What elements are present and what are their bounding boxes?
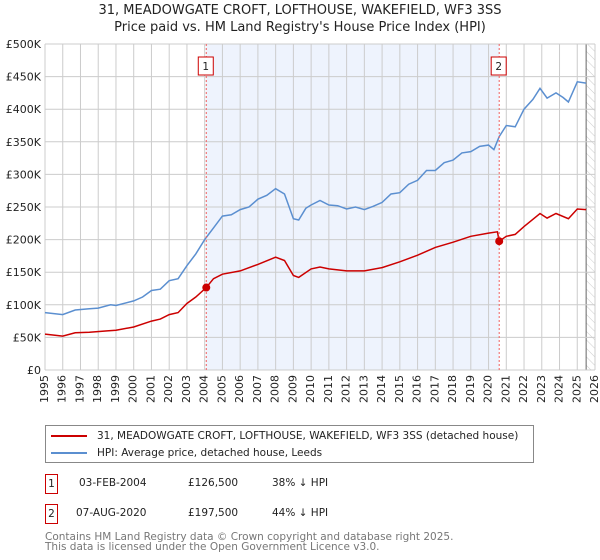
x-tick-label: 2000 bbox=[127, 375, 140, 403]
y-tick-label: £200K bbox=[6, 234, 42, 247]
sale-point bbox=[495, 237, 504, 246]
x-tick-label: 1997 bbox=[73, 375, 86, 403]
x-tick-label: 2025 bbox=[570, 375, 583, 403]
y-tick-label: £100K bbox=[6, 299, 42, 312]
x-tick-label: 2003 bbox=[180, 375, 193, 403]
x-tick-label: 2017 bbox=[428, 375, 441, 403]
transaction-hpi-diff: 38% ↓ HPI bbox=[272, 477, 329, 489]
x-tick-label: 2005 bbox=[215, 375, 228, 403]
y-tick-label: £150K bbox=[6, 266, 42, 279]
transaction-badge: 2 bbox=[45, 504, 58, 524]
transaction-price: £126,500 bbox=[188, 477, 239, 489]
x-tick-label: 1995 bbox=[38, 375, 51, 403]
sale-badge-box bbox=[490, 56, 507, 76]
transaction-date: 07-AUG-2020 bbox=[76, 507, 147, 519]
x-tick-label: 1999 bbox=[109, 375, 122, 403]
x-tick-label: 2020 bbox=[482, 375, 495, 403]
x-tick-label: 1998 bbox=[91, 375, 104, 403]
x-tick-label: 2016 bbox=[411, 375, 424, 403]
footer-licence: This data is licensed under the Open Gov… bbox=[45, 541, 380, 553]
x-tick-label: 2026 bbox=[588, 375, 600, 403]
x-tick-label: 2024 bbox=[553, 375, 566, 403]
x-tick-label: 2001 bbox=[144, 375, 157, 403]
sale-badge-box bbox=[197, 56, 214, 76]
y-tick-label: £500K bbox=[6, 38, 42, 51]
sale-point bbox=[202, 283, 211, 292]
x-tick-label: 2022 bbox=[517, 375, 530, 403]
legend-item-hpi: HPI: Average price, detached house, Leed… bbox=[51, 445, 322, 461]
x-tick-label: 2010 bbox=[304, 375, 317, 403]
x-tick-label: 2009 bbox=[286, 375, 299, 403]
footer-copyright: Contains HM Land Registry data © Crown c… bbox=[45, 531, 454, 543]
transaction-row: 2 07-AUG-2020 £197,500 44% ↓ HPI bbox=[45, 504, 445, 524]
x-tick-label: 2008 bbox=[269, 375, 282, 403]
transaction-hpi-diff: 44% ↓ HPI bbox=[272, 507, 329, 519]
x-tick-label: 2011 bbox=[322, 375, 335, 403]
legend-label-hpi: HPI: Average price, detached house, Leed… bbox=[97, 447, 323, 459]
x-tick-label: 2002 bbox=[162, 375, 175, 403]
x-tick-label: 2021 bbox=[499, 375, 512, 403]
legend-item-property: 31, MEADOWGATE CROFT, LOFTHOUSE, WAKEFIE… bbox=[51, 428, 518, 444]
y-tick-label: £350K bbox=[6, 136, 42, 149]
x-tick-label: 2018 bbox=[446, 375, 459, 403]
transaction-date: 03-FEB-2004 bbox=[79, 477, 147, 489]
hpi-line bbox=[44, 80, 587, 316]
x-tick-label: 2019 bbox=[464, 375, 477, 403]
x-tick-label: 2014 bbox=[375, 375, 388, 403]
x-tick-label: 1996 bbox=[56, 375, 69, 403]
y-tick-label: £50K bbox=[13, 331, 42, 344]
x-tick-label: 2013 bbox=[357, 375, 370, 403]
chart-subtitle: Price paid vs. HM Land Registry's House … bbox=[114, 20, 486, 35]
y-tick-label: £400K bbox=[6, 103, 42, 116]
y-tick-label: £450K bbox=[6, 71, 42, 84]
x-tick-label: 2015 bbox=[393, 375, 406, 403]
sale-badge-label: 1 bbox=[202, 61, 209, 73]
sale-badge-label: 2 bbox=[495, 61, 502, 73]
transaction-price: £197,500 bbox=[188, 507, 239, 519]
x-tick-label: 2004 bbox=[198, 375, 211, 403]
legend-swatch-red bbox=[51, 435, 87, 437]
x-tick-label: 2007 bbox=[251, 375, 264, 403]
price-chart: 1 2 1995 1996 1997 1998 1999 2000 2001 2002 2003 20… bbox=[6, 38, 600, 403]
transaction-badge: 1 bbox=[45, 474, 58, 494]
x-tick-label: 2006 bbox=[233, 375, 246, 403]
legend: 31, MEADOWGATE CROFT, LOFTHOUSE, WAKEFIE… bbox=[45, 425, 534, 463]
x-tick-label: 2023 bbox=[535, 375, 548, 403]
legend-swatch-blue bbox=[51, 452, 87, 454]
chart-title: 31, MEADOWGATE CROFT, LOFTHOUSE, WAKEFIE… bbox=[98, 3, 502, 18]
legend-label-property: 31, MEADOWGATE CROFT, LOFTHOUSE, WAKEFIE… bbox=[97, 430, 519, 442]
property-price-line bbox=[44, 208, 587, 337]
y-tick-label: £300K bbox=[6, 168, 42, 181]
x-tick-label: 2012 bbox=[340, 375, 353, 403]
y-tick-label: £0 bbox=[27, 364, 41, 377]
transaction-row: 1 03-FEB-2004 £126,500 38% ↓ HPI bbox=[45, 474, 445, 494]
y-tick-label: £250K bbox=[6, 201, 42, 214]
